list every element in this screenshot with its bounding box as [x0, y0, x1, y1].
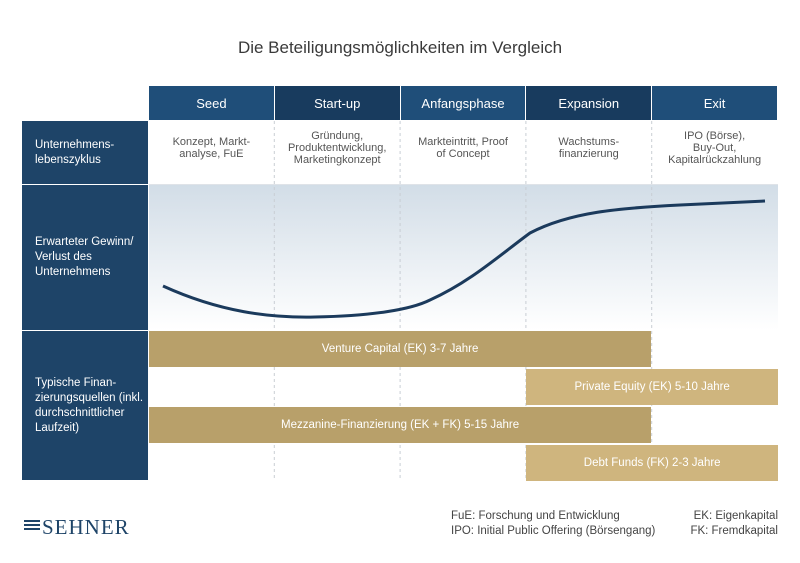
phase-header-0: Seed [149, 86, 274, 120]
financing-bar-1: Private Equity (EK) 5-10 Jahre [526, 369, 778, 405]
row-label-profit-text: Erwarteter Gewinn/ Verlust des Unternehm… [35, 236, 134, 278]
phase-header-1: Start-up [274, 86, 400, 120]
logo-text: SEHNER [42, 515, 130, 539]
footnotes-left: FuE: Forschung und Entwicklung IPO: Init… [451, 509, 655, 539]
lifecycle-cell-0: Konzept, Markt- analyse, FuE [172, 135, 251, 160]
row-label-financing: Typische Finan- zierungsquellen (inkl. d… [22, 331, 148, 480]
row-label-lifecycle: Unternehmens- lebenszyklus [22, 121, 148, 184]
phase-dividers [149, 121, 778, 480]
profit-curve [162, 199, 766, 319]
profit-area-background [149, 185, 778, 330]
lifecycle-cell-2: Markteintritt, Proof of Concept [418, 135, 508, 160]
lifecycle-cell-1: Gründung, Produktentwicklung, Marketingk… [287, 129, 387, 166]
footnote-fk: FK: Fremdkapital [690, 525, 778, 537]
lifecycle-cell-3: Wachstums- finanzierung [558, 135, 620, 160]
phase-header-2: Anfangsphase [400, 86, 526, 120]
logo-icon [24, 520, 40, 530]
footnote-ipo: IPO: Initial Public Offering (Börsengang… [451, 525, 656, 537]
row-label-profit: Erwarteter Gewinn/ Verlust des Unternehm… [22, 185, 148, 330]
financing-bar-2: Mezzanine-Finanzierung (EK + FK) 5-15 Ja… [149, 407, 652, 443]
footnotes-right: EK: Eigenkapital FK: Fremdkapital [690, 509, 778, 539]
phase-header-3: Expansion [526, 86, 652, 120]
row-label-lifecycle-text: Unternehmens- lebenszyklus [35, 138, 115, 166]
row-label-financing-text: Typische Finan- zierungsquellen (inkl. d… [35, 376, 144, 434]
phase-header-4: Exit [652, 86, 777, 120]
footnote-fue: FuE: Forschung und Entwicklung [451, 510, 620, 522]
financing-bar-3: Debt Funds (FK) 2-3 Jahre [526, 445, 778, 481]
financing-bar-0: Venture Capital (EK) 3-7 Jahre [149, 331, 652, 367]
footnote-ek: EK: Eigenkapital [693, 510, 778, 522]
diagram-title: Die Beteiligungsmöglichkeiten im Verglei… [237, 38, 563, 57]
lifecycle-cell-4: IPO (Börse), Buy-Out, Kapitalrückzahlung [668, 129, 762, 166]
